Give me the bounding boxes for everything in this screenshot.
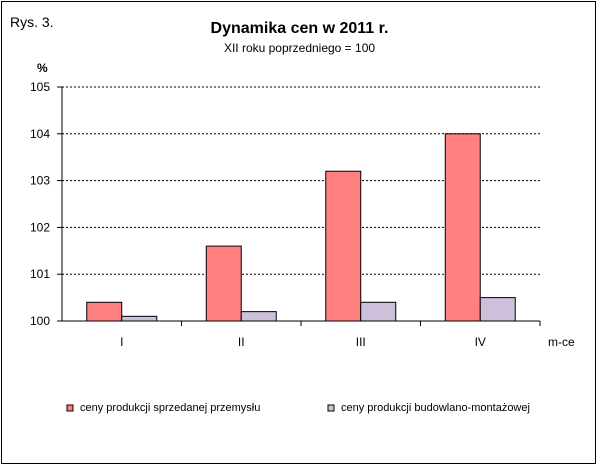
x-tick-label: I <box>120 335 123 349</box>
x-tick-label: III <box>356 335 366 349</box>
legend-label-series-2: ceny produkcji budowlano-montażowej <box>341 402 530 414</box>
y-tick-label: 102 <box>30 220 50 234</box>
bar-series-1 <box>444 133 481 322</box>
y-axis-unit-label: % <box>37 61 48 75</box>
y-tick-label: 103 <box>30 174 50 188</box>
y-tick-label: 101 <box>30 267 50 281</box>
bar-series-1 <box>86 301 123 322</box>
legend-swatch-series-1 <box>66 404 74 412</box>
x-axis-label: m-ce <box>548 335 575 349</box>
bar-series-2 <box>360 301 397 322</box>
chart-title: Dynamika cen w 2011 r. <box>210 20 389 37</box>
bar-series-1 <box>205 245 242 322</box>
bar-series-2 <box>240 311 277 322</box>
chart-subtitle: XII roku poprzedniego = 100 <box>223 41 376 55</box>
legend-swatch-series-2 <box>327 404 335 412</box>
bar-series-2 <box>479 297 516 322</box>
bar-series-2 <box>121 315 158 322</box>
y-tick-label: 105 <box>30 80 50 94</box>
legend-label-series-1: ceny produkcji sprzedanej przemysłu <box>80 402 260 414</box>
y-tick-label: 104 <box>30 127 50 141</box>
figure-label: Rys. 3. <box>10 14 54 30</box>
y-tick-label: 100 <box>30 314 50 328</box>
x-tick-label: II <box>238 335 245 349</box>
x-tick-label: IV <box>475 335 486 349</box>
bar-series-1 <box>325 170 362 322</box>
